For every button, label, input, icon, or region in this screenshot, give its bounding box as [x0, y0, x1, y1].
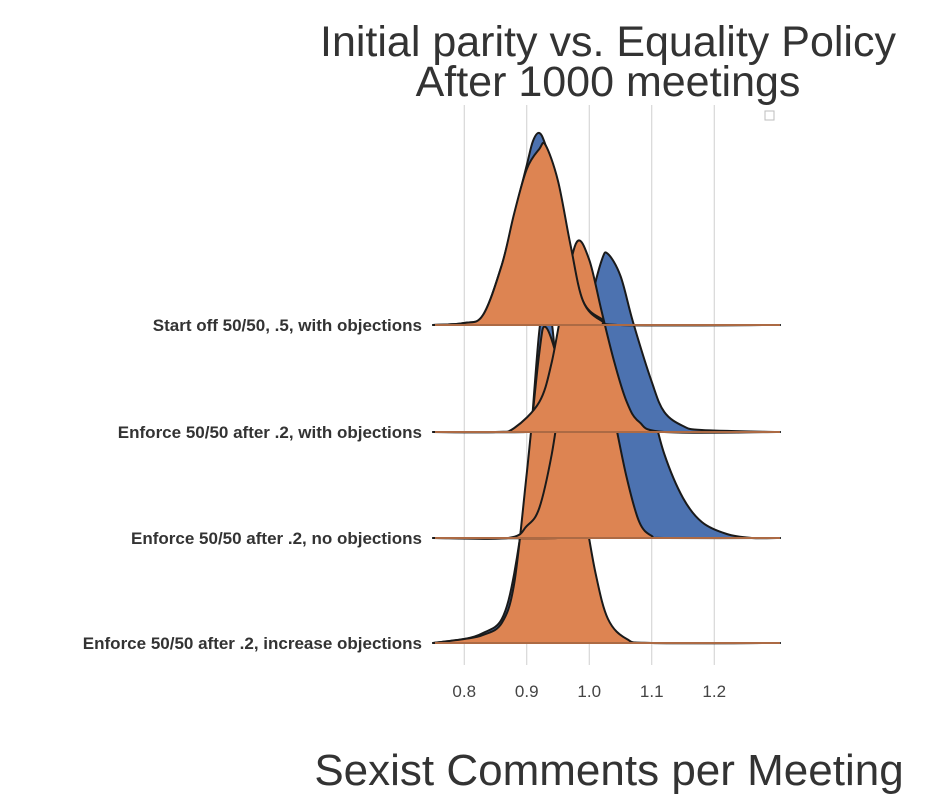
x-tick-labels: 0.8 0.9 1.0 1.1 1.2: [452, 682, 726, 701]
ridge-orange: [432, 141, 781, 327]
empty-legend-box: [764, 110, 775, 121]
row-label: Enforce 50/50 after .2, with objections: [118, 423, 422, 442]
ridge-orange: [432, 239, 781, 434]
row-label: Start off 50/50, .5, with objections: [153, 316, 422, 335]
x-tick-label: 0.9: [515, 682, 539, 701]
chart-title-line-2: After 1000 meetings: [416, 58, 801, 106]
x-tick-label: 1.2: [702, 682, 726, 701]
ridges: [432, 131, 781, 645]
chart-title-line-1: Initial parity vs. Equality Policy: [320, 18, 896, 66]
row-label: Enforce 50/50 after .2, no objections: [131, 529, 422, 548]
ridge-orange: [432, 325, 781, 645]
x-tick-label: 1.0: [577, 682, 601, 701]
row-labels: Start off 50/50, .5, with objections Enfo…: [83, 316, 422, 653]
x-tick-label: 0.8: [452, 682, 476, 701]
row-label: Enforce 50/50 after .2, increase objecti…: [83, 634, 422, 653]
x-axis-label: Sexist Comments per Meeting: [314, 746, 903, 795]
x-tick-label: 1.1: [640, 682, 664, 701]
